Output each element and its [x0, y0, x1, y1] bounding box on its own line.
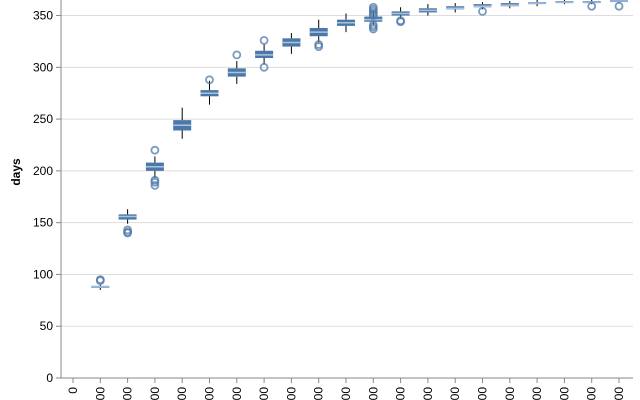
box-group	[418, 4, 437, 16]
x-tick-label: 00	[312, 387, 326, 400]
x-tick-label: 00	[530, 387, 544, 400]
box-group	[473, 2, 492, 16]
box-group	[582, 0, 601, 11]
outlier-point	[123, 225, 132, 235]
box-group	[145, 145, 164, 190]
x-tick-label: 00	[557, 387, 571, 400]
box-group	[282, 33, 301, 54]
x-tick-label: 00	[148, 387, 162, 400]
outlier-point	[368, 2, 378, 12]
outlier-point	[396, 16, 406, 26]
outlier-point	[95, 275, 105, 285]
y-tick-label: 300	[33, 60, 53, 74]
y-axis-title: days	[9, 158, 23, 186]
box-group	[309, 19, 328, 52]
box-group	[528, 0, 547, 7]
outlier-point	[232, 50, 242, 60]
outlier-point	[259, 62, 269, 72]
y-tick-label: 0	[46, 371, 53, 385]
box-group	[500, 1, 519, 9]
x-tick-label: 00	[476, 387, 490, 400]
box-group	[200, 75, 219, 105]
box-group	[118, 209, 137, 238]
x-tick-label: 00	[257, 387, 271, 400]
outlier-point	[150, 145, 160, 155]
box-group	[173, 107, 192, 139]
x-tick-label: 00	[121, 387, 135, 400]
grid-lines	[61, 15, 633, 379]
x-tick-label: 00	[93, 387, 107, 400]
x-tick-label: 00	[421, 387, 435, 400]
outlier-point	[150, 180, 160, 190]
y-tick-label: 200	[33, 164, 53, 178]
x-tick-label: 00	[203, 387, 217, 400]
box-group	[391, 7, 410, 27]
box-group	[255, 35, 274, 72]
box-group	[91, 275, 110, 290]
x-tick-label: 00	[284, 387, 298, 400]
outlier-point	[587, 1, 597, 11]
outlier-point	[150, 175, 160, 185]
outlier-point	[614, 1, 624, 11]
x-tick-label: 00	[175, 387, 189, 400]
x-tick-label: 00	[339, 387, 353, 400]
box-group	[364, 2, 383, 34]
y-tick-label: 50	[40, 319, 54, 333]
x-axis: 0 00 00 00 00 00 00 00 00 00 00 00 00 00 00 00 00 00 00 00 0…	[61, 377, 633, 400]
outlier-point	[314, 40, 324, 49]
x-tick-label: 0	[66, 387, 80, 394]
outlier-point	[259, 35, 269, 45]
box-group	[227, 50, 246, 84]
x-tick-label: 00	[366, 387, 380, 400]
y-tick-label: 350	[33, 9, 53, 23]
box-group	[555, 0, 574, 5]
y-tick-label: 100	[33, 267, 53, 281]
y-tick-label: 250	[33, 112, 53, 126]
outlier-point	[368, 20, 378, 30]
y-axis: 0 50 100 150 200 250 300 350	[33, 0, 62, 385]
x-tick-label: 00	[612, 387, 626, 400]
box-group	[337, 13, 355, 33]
y-tick-label: 150	[33, 216, 53, 230]
outlier-point	[205, 75, 214, 85]
box-group	[446, 3, 465, 13]
x-tick-label: 00	[448, 387, 462, 400]
x-tick-label: 00	[394, 387, 408, 400]
x-tick-label: 00	[585, 387, 599, 400]
outlier-point	[478, 6, 487, 16]
x-tick-label: 00	[230, 387, 244, 400]
box-group	[610, 0, 628, 11]
boxes	[91, 0, 628, 290]
x-tick-label: 00	[503, 387, 517, 400]
